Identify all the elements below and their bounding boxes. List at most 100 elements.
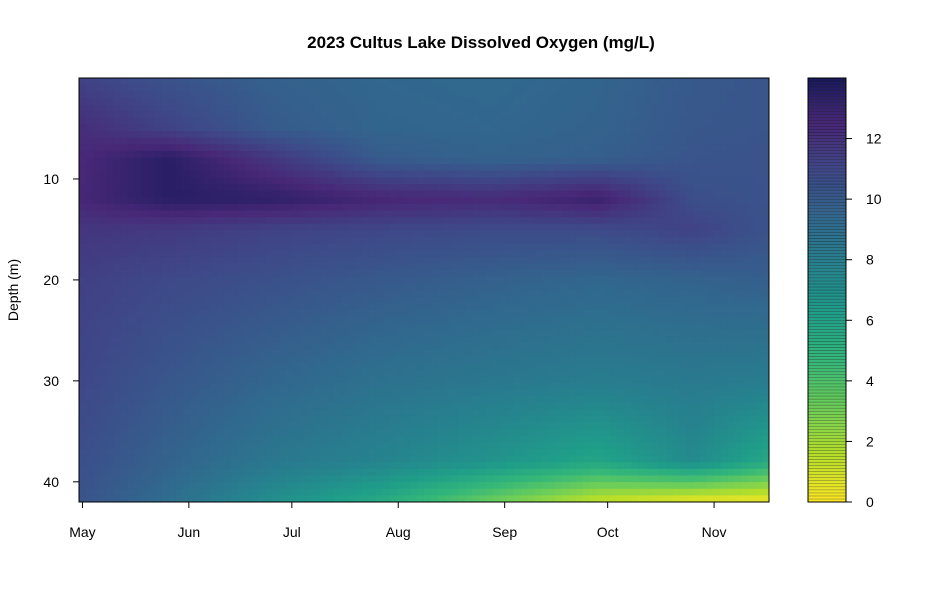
heatmap-cell: [575, 276, 584, 284]
heatmap-cell: [230, 396, 239, 404]
heatmap-cell: [430, 104, 439, 112]
heatmap-cell: [210, 157, 218, 165]
heatmap-cell: [341, 396, 349, 404]
heatmap-cell: [548, 455, 556, 463]
heatmap-cell: [555, 223, 563, 231]
heatmap-cell: [375, 343, 384, 351]
heatmap-cell: [341, 97, 349, 106]
heatmap-cell: [499, 482, 508, 490]
heatmap-cell: [499, 237, 508, 245]
heatmap-cell: [486, 197, 494, 205]
heatmap-cell: [203, 111, 211, 119]
heatmap-cell: [99, 356, 108, 364]
heatmap-cell: [458, 91, 466, 99]
heatmap-cell: [286, 488, 294, 496]
heatmap-cell: [306, 449, 315, 457]
heatmap-cell: [189, 177, 197, 185]
heatmap-cell: [244, 230, 253, 238]
heatmap-cell: [272, 263, 280, 271]
heatmap-cell: [154, 382, 163, 390]
heatmap-cell: [568, 177, 577, 185]
heatmap-cell: [589, 164, 598, 172]
heatmap-cell: [251, 449, 259, 457]
heatmap-cell: [299, 256, 308, 265]
heatmap-cell: [396, 356, 404, 364]
heatmap-cell: [465, 78, 473, 86]
heatmap-cell: [361, 117, 370, 125]
heatmap-cell: [203, 369, 211, 377]
heatmap-cell: [396, 184, 404, 192]
heatmap-cell: [299, 442, 308, 450]
heatmap-cell: [499, 223, 508, 231]
heatmap-cell: [610, 316, 618, 324]
heatmap-cell: [555, 177, 563, 185]
heatmap-cell: [320, 210, 328, 218]
heatmap-cell: [210, 256, 218, 265]
heatmap-cell: [272, 250, 280, 258]
heatmap-cell: [279, 84, 287, 92]
heatmap-cell: [210, 442, 218, 450]
heatmap-cell: [603, 283, 611, 291]
heatmap-cell: [327, 124, 335, 132]
heatmap-cell: [203, 270, 211, 278]
heatmap-cell: [265, 184, 273, 192]
heatmap-cell: [113, 164, 121, 172]
heatmap-cell: [458, 296, 466, 304]
heatmap-cell: [603, 184, 611, 192]
heatmap-cell: [493, 157, 501, 165]
heatmap-cell: [555, 449, 563, 457]
heatmap-cell: [541, 402, 549, 410]
heatmap-cell: [437, 488, 446, 496]
heatmap-cell: [437, 343, 446, 351]
heatmap-cell: [141, 323, 149, 331]
heatmap-cell: [430, 150, 439, 159]
heatmap-cell: [210, 270, 218, 278]
heatmap-cell: [127, 429, 135, 437]
heatmap-cell: [272, 197, 280, 205]
heatmap-cell: [555, 150, 563, 159]
heatmap-cell: [168, 210, 177, 218]
heatmap-cell: [196, 190, 204, 198]
heatmap-cell: [265, 256, 273, 265]
heatmap-cell: [375, 276, 384, 284]
heatmap-cell: [279, 316, 287, 324]
heatmap-cell: [396, 276, 404, 284]
heatmap-cell: [527, 396, 535, 404]
heatmap-cell: [203, 177, 211, 185]
heatmap-cell: [230, 111, 239, 119]
heatmap-cell: [313, 230, 322, 238]
heatmap-cell: [437, 376, 446, 384]
heatmap-cell: [313, 184, 322, 192]
heatmap-cell: [85, 270, 94, 278]
heatmap-cell: [182, 276, 190, 284]
heatmap-cell: [479, 190, 487, 198]
heatmap-cell: [382, 296, 391, 304]
heatmap-cell: [603, 144, 611, 152]
heatmap-cell: [493, 415, 501, 424]
heatmap-cell: [127, 210, 135, 218]
heatmap-cell: [493, 349, 501, 357]
heatmap-cell: [106, 409, 115, 417]
heatmap-cell: [389, 296, 397, 304]
heatmap-cell: [465, 144, 473, 152]
heatmap-cell: [327, 177, 335, 185]
heatmap-cell: [134, 449, 142, 457]
heatmap-cell: [610, 210, 618, 218]
heatmap-cell: [610, 290, 618, 298]
heatmap-cell: [120, 495, 128, 502]
heatmap-cell: [458, 369, 466, 377]
heatmap-cell: [244, 488, 253, 496]
heatmap-cell: [148, 78, 156, 86]
heatmap-cell: [513, 336, 522, 344]
heatmap-cell: [479, 349, 487, 357]
heatmap-cell: [306, 316, 315, 324]
heatmap-cell: [106, 111, 115, 119]
heatmap-cell: [575, 243, 584, 251]
heatmap-cell: [306, 349, 315, 357]
heatmap-cell: [417, 256, 425, 265]
heatmap-cell: [403, 343, 411, 351]
heatmap-cell: [286, 402, 294, 410]
heatmap-cell: [417, 402, 425, 410]
heatmap-cell: [389, 495, 397, 502]
heatmap-cell: [451, 263, 460, 271]
